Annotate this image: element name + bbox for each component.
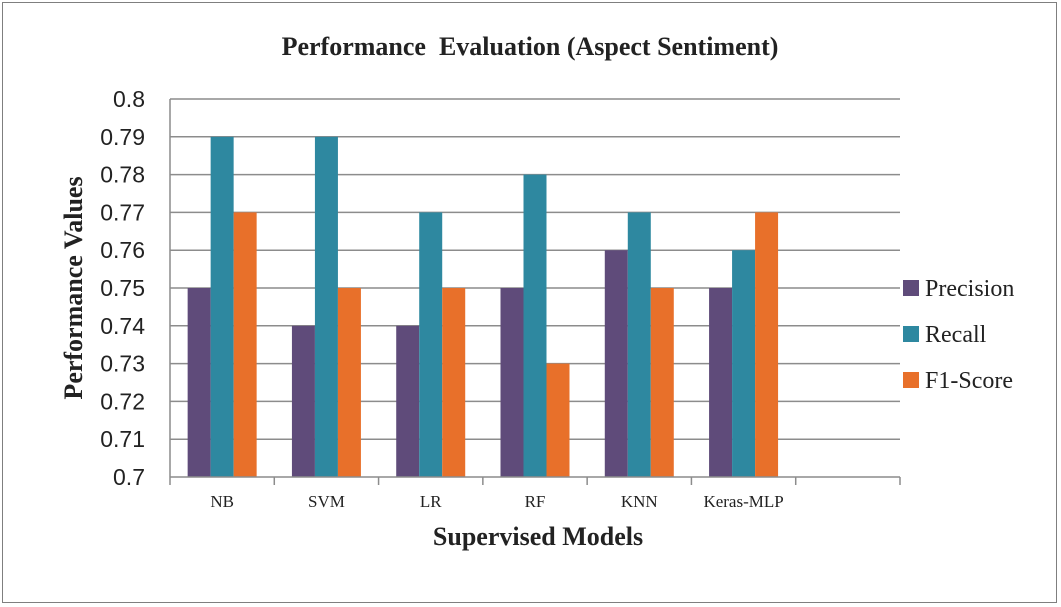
bar-f1-score-keras-mlp xyxy=(755,212,779,477)
y-tick-label: 0.75 xyxy=(100,275,145,301)
y-axis-title: Performance Values xyxy=(59,176,88,399)
bar-recall-knn xyxy=(627,212,651,477)
bar-recall-keras-mlp xyxy=(732,250,756,477)
axes xyxy=(169,99,901,485)
y-tick-label: 0.71 xyxy=(100,426,145,452)
y-tick-label: 0.76 xyxy=(100,237,145,263)
x-tick-label: KNN xyxy=(621,492,658,511)
bar-precision-knn xyxy=(604,250,628,477)
bar-recall-svm xyxy=(314,136,338,478)
bar-precision-rf xyxy=(500,288,524,477)
legend-swatch-f1-score xyxy=(903,372,919,388)
x-tick-label: Keras-MLP xyxy=(703,492,783,511)
bar-precision-keras-mlp xyxy=(709,288,733,477)
bar-precision-lr xyxy=(396,325,420,477)
bar-f1-score-rf xyxy=(546,363,570,477)
y-tick-label: 0.72 xyxy=(100,388,145,414)
legend: Precision Recall F1-Score xyxy=(903,276,1014,394)
x-tick-label: RF xyxy=(525,492,546,511)
bar-f1-score-nb xyxy=(233,212,257,477)
gridlines xyxy=(170,98,900,440)
y-tick-label: 0.78 xyxy=(100,162,145,188)
chart-title: Performance Evaluation (Aspect Sentiment… xyxy=(282,32,779,61)
bar-recall-nb xyxy=(210,136,234,478)
y-tick-labels: 0.7 0.71 0.72 0.73 0.74 0.75 0.76 0.77 0.78 0.79 0… xyxy=(100,86,145,490)
bar-f1-score-svm xyxy=(337,288,361,477)
bar-f1-score-knn xyxy=(650,288,674,477)
legend-swatch-recall xyxy=(903,326,919,342)
bar-recall-rf xyxy=(523,174,547,477)
x-tick-label: SVM xyxy=(308,492,345,511)
y-tick-label: 0.79 xyxy=(100,124,145,150)
bars xyxy=(187,136,779,478)
legend-swatch-precision xyxy=(903,280,919,296)
bar-precision-svm xyxy=(291,325,315,477)
legend-label-precision: Precision xyxy=(925,276,1014,302)
y-tick-label: 0.73 xyxy=(100,351,145,377)
y-tick-label: 0.8 xyxy=(113,86,145,112)
y-tick-label: 0.74 xyxy=(100,313,145,339)
bar-f1-score-lr xyxy=(442,288,466,477)
y-tick-label: 0.7 xyxy=(113,464,145,490)
y-tick-label: 0.77 xyxy=(100,199,145,225)
bar-recall-lr xyxy=(419,212,443,477)
bar-precision-nb xyxy=(187,288,211,477)
x-tick-label: LR xyxy=(420,492,442,511)
x-tick-label: NB xyxy=(210,492,234,511)
x-tick-labels: NB SVM LR RF KNN Keras-MLP xyxy=(210,492,783,511)
legend-label-f1-score: F1-Score xyxy=(925,368,1013,394)
x-axis-title: Supervised Models xyxy=(433,522,643,551)
legend-label-recall: Recall xyxy=(925,322,987,348)
